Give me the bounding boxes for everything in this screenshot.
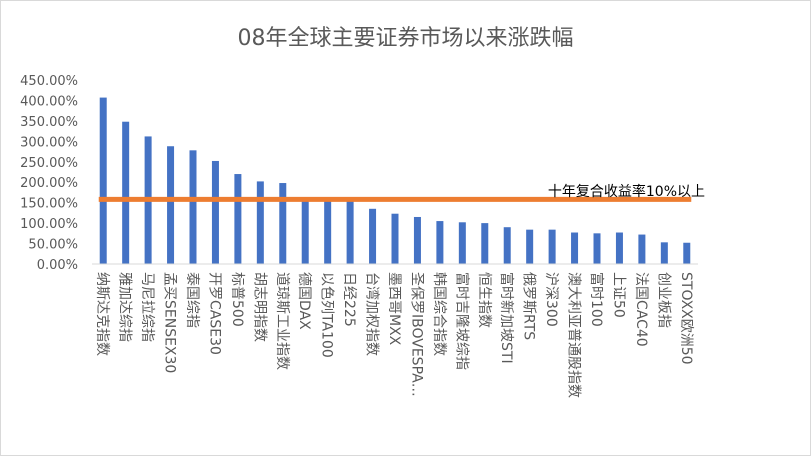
bar [324, 200, 332, 264]
x-tick-label: 沪深300 [543, 272, 559, 327]
y-tick-label: 0.00% [37, 258, 78, 273]
x-tick-label: 澳大利亚普通股指数 [566, 272, 582, 398]
bar [413, 216, 421, 264]
x-tick-label: 台湾加权指数 [364, 272, 381, 356]
x-tick-label: 富时100 [588, 272, 605, 327]
x-tick-label: 标普500 [229, 272, 245, 327]
bar [234, 174, 242, 264]
x-tick-label: 俄罗斯RTS [521, 272, 537, 340]
bar [503, 227, 511, 264]
x-tick-label: 韩国综合指数 [431, 272, 447, 356]
bar [369, 208, 377, 264]
bar [660, 242, 668, 264]
bar [436, 221, 444, 264]
x-tick-label: 以色列TA100 [319, 272, 336, 358]
x-tick-label: 创业板指 [655, 272, 671, 328]
bar [638, 234, 646, 264]
bar [683, 242, 691, 264]
bar [122, 121, 130, 264]
bar [615, 232, 623, 264]
y-tick-label: 50.00% [28, 238, 78, 253]
chart-title: 08年全球主要证券市场以来涨跌幅 [237, 26, 574, 51]
x-tick-label: STOXX欧洲50 [678, 272, 694, 365]
y-tick-label: 250.00% [20, 156, 78, 171]
bar [167, 146, 175, 264]
reference-line-label: 十年复合收益率10%以上 [548, 183, 705, 200]
x-tick-label: 开罗CASE30 [206, 272, 222, 355]
x-tick-label: 恒生指数 [476, 272, 492, 328]
y-tick-label: 100.00% [20, 217, 78, 232]
bar [481, 223, 489, 264]
y-tick-label: 200.00% [20, 176, 78, 191]
y-tick-label: 350.00% [20, 115, 78, 130]
y-tick-label: 150.00% [20, 197, 78, 212]
x-tick-label: 道琼斯工业指数 [274, 272, 290, 370]
bar [593, 233, 601, 264]
bar [526, 229, 534, 264]
bar [211, 160, 219, 264]
reference-line-group: 十年复合收益率10%以上 [98, 183, 705, 202]
x-tick-label: 胡志明指数 [251, 272, 267, 342]
x-tick-label: 富时吉隆坡综指 [453, 272, 470, 370]
x-tick-label: 德国DAX [296, 272, 312, 330]
x-tick-label: 孟买SENSEX30 [162, 272, 178, 373]
y-tick-label: 400.00% [20, 94, 78, 109]
bar [279, 183, 287, 264]
x-tick-label: 泰国综指 [184, 272, 200, 328]
x-tick-label: 上证50 [610, 272, 626, 318]
y-axis: 0.00% 50.00% 100.00% 150.00% 200.00% 250.00% 3… [20, 74, 78, 273]
x-axis-labels: 纳斯达克指数 雅加达综指 马尼拉综指 孟买SENSEX30 泰国综指 开罗CASE30 标普… [94, 272, 694, 398]
y-tick-label: 300.00% [20, 135, 78, 150]
bar [256, 181, 264, 264]
x-tick-label: 富时新加坡STI [498, 272, 515, 364]
x-tick-label: 日经225 [341, 272, 357, 327]
x-tick-label: 圣保罗IBOVESPA… [408, 272, 424, 397]
x-tick-label: 马尼拉综指 [139, 272, 155, 342]
bar [548, 229, 556, 264]
x-tick-label: 法国CAC40 [633, 272, 649, 347]
bar [301, 199, 309, 264]
bar [458, 222, 466, 264]
bar [189, 150, 197, 264]
x-tick-label: 墨西哥MXX [386, 272, 402, 346]
x-tick-label: 雅加达综指 [117, 272, 133, 342]
bar [571, 232, 579, 264]
bar [391, 213, 399, 264]
y-tick-label: 450.00% [20, 74, 78, 89]
bar [346, 201, 354, 264]
bars [99, 97, 691, 265]
x-tick-label: 纳斯达克指数 [94, 272, 110, 356]
bar [99, 97, 107, 265]
